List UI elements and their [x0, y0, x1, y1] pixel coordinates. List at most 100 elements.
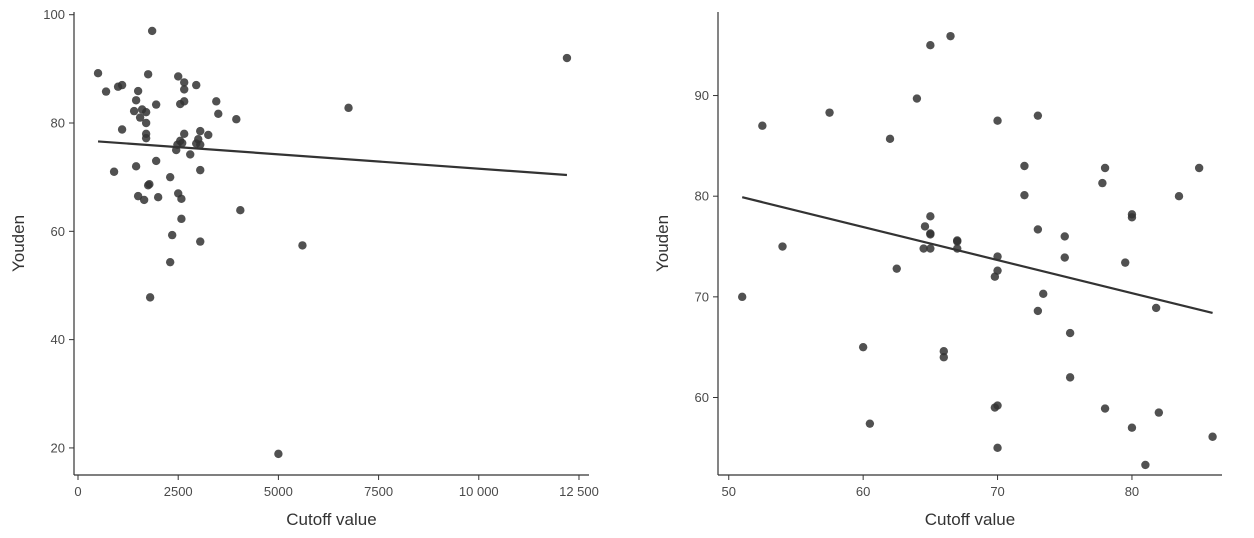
chart-1-point	[135, 113, 145, 122]
chart-1-point	[214, 109, 223, 119]
chart-1-point	[196, 165, 205, 175]
chart-2-point	[993, 266, 1002, 275]
chart-1-point	[186, 150, 195, 159]
chart-2-point	[1033, 225, 1043, 234]
chart-1-point	[562, 53, 572, 63]
chart-1-point	[174, 72, 183, 81]
chart-1: 0 2500 5000 7500 10 000 12 500 20 40 60 80 100 Cuto…	[9, 7, 599, 529]
chart-2-point	[939, 353, 948, 362]
chart-2-point	[993, 401, 1002, 410]
chart-1-x-tick-label: 10 000	[459, 484, 499, 499]
chart-2-x-tick-label: 50	[722, 484, 736, 499]
chart-2-point	[1121, 258, 1130, 267]
chart-1-x-axis-title: Cutoff value	[286, 510, 376, 529]
chart-2-y-axis-title: Youden	[653, 215, 672, 272]
chart-1-point	[178, 138, 187, 148]
chart-2-point	[1127, 213, 1137, 222]
chart-2-point	[892, 264, 901, 273]
chart-2-point	[953, 237, 962, 246]
chart-1-y-tick-label: 20	[51, 440, 65, 455]
chart-1-point	[151, 100, 161, 109]
chart-2-point	[1151, 303, 1161, 313]
chart-2-trend-line	[741, 196, 1213, 315]
chart-2-point	[1060, 253, 1069, 262]
chart-1-x-tick-label: 7500	[364, 484, 393, 499]
chart-2-point	[912, 94, 922, 103]
chart-1-point	[192, 80, 201, 90]
chart-2-point	[737, 292, 747, 302]
chart-1-point	[180, 78, 189, 87]
chart-1-y-tick-label: 80	[51, 116, 65, 131]
chart-2-point	[993, 443, 1002, 453]
chart-1-x-tick-label: 5000	[264, 484, 293, 499]
chart-2-point	[1127, 423, 1137, 432]
chart-1-point	[274, 449, 283, 459]
chart-1-point	[177, 214, 186, 224]
chart-1-point	[180, 129, 189, 139]
chart-1-point	[109, 167, 119, 176]
chart-2-point	[1194, 163, 1204, 173]
chart-1-point	[117, 125, 127, 134]
chart-2-point	[778, 242, 787, 251]
chart-2-y-tick-label: 90	[695, 88, 709, 103]
chart-1-point	[147, 26, 157, 36]
chart-1-point	[141, 133, 151, 143]
chart-2-point	[1033, 306, 1043, 316]
chart-2-point	[1065, 328, 1075, 338]
chart-1-point	[236, 205, 245, 215]
chart-2-point	[1060, 232, 1069, 241]
chart-2-point	[1208, 432, 1217, 441]
chart-2-point	[858, 342, 868, 352]
chart-1-point	[344, 103, 353, 113]
chart-2-point	[885, 134, 895, 144]
chart-2-point	[758, 121, 767, 130]
chart-1-point	[141, 107, 151, 117]
chart-1-point	[196, 126, 205, 136]
chart-2-point	[919, 244, 928, 253]
chart-2-point	[926, 244, 935, 253]
chart-2-point	[825, 108, 834, 117]
chart-2-point	[1039, 289, 1048, 299]
chart-1-point	[145, 293, 155, 302]
chart-1-point	[131, 162, 141, 171]
chart-1-trend-line	[97, 140, 568, 177]
chart-1-point	[232, 115, 241, 124]
chart-2-point	[946, 31, 955, 41]
chart-1-point	[298, 241, 307, 250]
chart-2-point	[1174, 191, 1184, 201]
chart-2-x-tick-label: 70	[990, 484, 1004, 499]
chart-2-x-axis-title: Cutoff value	[925, 510, 1015, 529]
chart-1-point	[131, 96, 141, 105]
chart-1-y-tick-label: 100	[43, 7, 65, 22]
chart-1-point	[117, 80, 127, 90]
chart-1-point	[167, 230, 177, 240]
chart-1-y-tick-label: 60	[51, 224, 65, 239]
chart-1-point	[93, 68, 103, 78]
chart-1-point	[212, 97, 221, 106]
chart-2-point	[993, 116, 1002, 125]
chart-2-point	[1020, 190, 1029, 200]
chart-1-point	[145, 180, 154, 189]
chart-2-point	[939, 346, 948, 356]
chart-1-point	[177, 194, 186, 204]
chart-1-point	[129, 106, 139, 116]
chart-2-point	[1154, 408, 1164, 417]
chart-1-point	[139, 195, 149, 205]
chart-2-x-tick-label: 80	[1125, 484, 1139, 499]
chart-2-point	[920, 222, 930, 231]
chart-1-y-tick-label: 40	[51, 332, 65, 347]
chart-1-point	[204, 130, 213, 140]
chart-1-y-axis-title: Youden	[9, 215, 28, 272]
chart-2: 50 60 70 80 60 70 80 90 Cutoff value Youden	[653, 12, 1222, 529]
chart-1-point	[196, 237, 205, 246]
chart-1-x-tick-label: 0	[74, 484, 81, 499]
chart-2-point	[1141, 460, 1150, 470]
chart-2-point	[926, 230, 935, 239]
chart-2-point	[1020, 161, 1029, 171]
chart-1-x-tick-label: 2500	[164, 484, 193, 499]
chart-1-point	[143, 70, 153, 79]
chart-2-y-tick-label: 70	[695, 289, 709, 304]
chart-1-x-tick-label: 12 500	[559, 484, 599, 499]
chart-1-point	[180, 97, 189, 106]
